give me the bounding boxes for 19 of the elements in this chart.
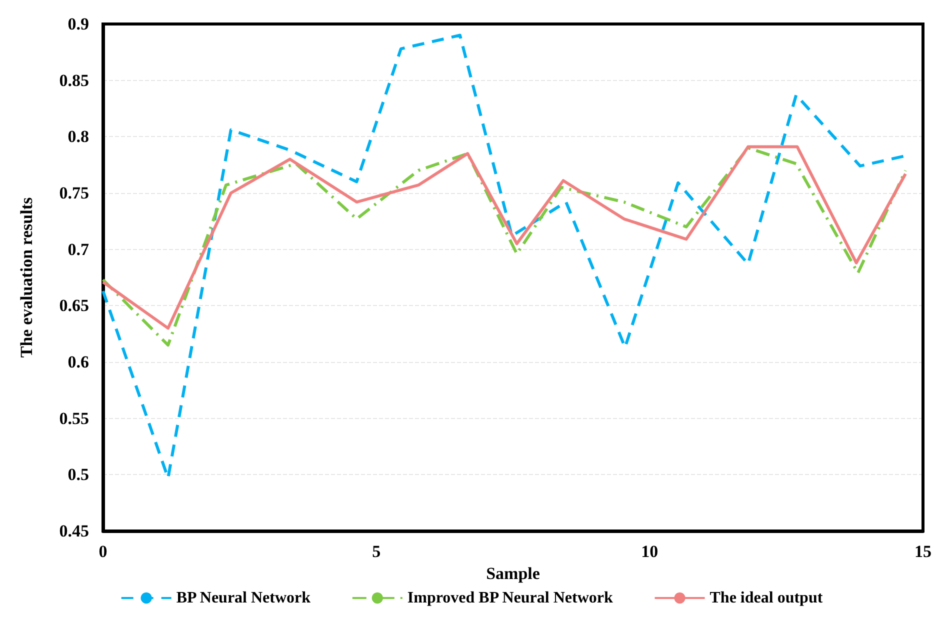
y-tick-label: 0.45 [59,522,89,540]
y-tick-label: 0.8 [68,127,89,146]
y-tick-label: 0.75 [59,184,89,202]
y-tick-label: 0.6 [68,352,89,372]
x-tick-label: 0 [98,542,108,561]
y-tick-label: 0.7 [68,240,90,259]
legend-label: Improved BP Neural Network [407,590,613,606]
x-tick-label: 10 [641,542,658,561]
y-tick-label: 0.85 [59,70,89,90]
x-tick-label: 5 [372,542,381,561]
x-tick-label: 15 [914,542,932,561]
x-axis-title: Sample [486,564,540,583]
legend-label: The ideal output [710,590,824,606]
y-tick-label: 0.9 [68,14,89,34]
y-tick-label: 0.5 [68,465,89,484]
y-tick-label: 0.55 [59,408,89,428]
y-axis-title: The evaluation results [17,196,36,358]
y-tick-label: 0.65 [59,296,89,316]
legend-label: BP Neural Network [176,590,311,606]
